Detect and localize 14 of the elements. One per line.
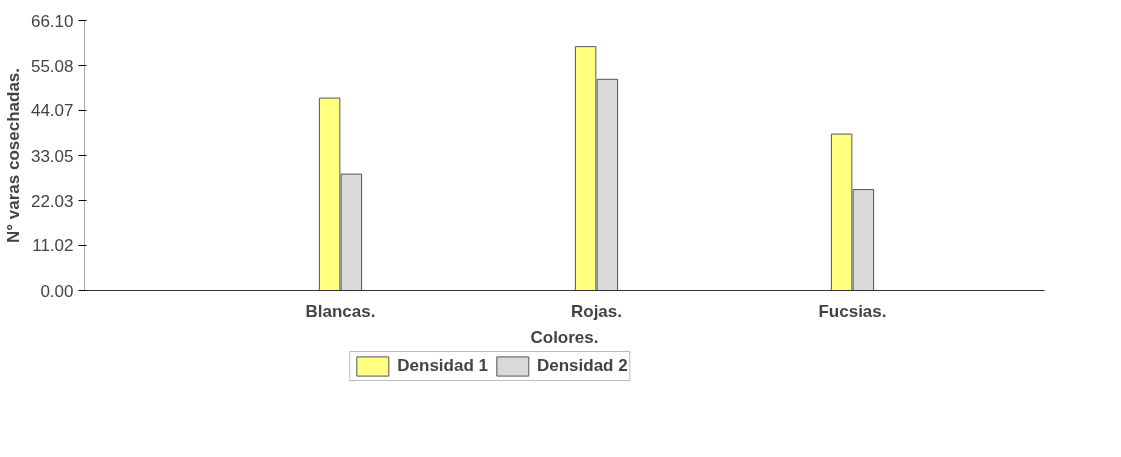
y-tick-label: 44.07 xyxy=(30,101,74,121)
y-tick-label: 0.00 xyxy=(40,281,74,301)
y-tick-label: 11.02 xyxy=(32,236,74,256)
x-tick-label: Rojas. xyxy=(570,301,623,321)
legend-label: Densidad 1 xyxy=(397,355,488,377)
y-tick-label: 55.08 xyxy=(30,56,74,76)
y-tick-label: 33.05 xyxy=(30,146,74,166)
legend-label: Densidad 2 xyxy=(536,355,628,377)
x-tick-label: Fucsias. xyxy=(818,301,887,321)
x-tick-label: Blancas. xyxy=(305,301,376,321)
y-tick-label: 22.03 xyxy=(30,191,74,211)
y-axis-title: N° varas cosechadas. xyxy=(3,67,23,244)
y-tick-label: 66.10 xyxy=(30,11,74,31)
x-axis-title: Colores. xyxy=(530,327,599,347)
